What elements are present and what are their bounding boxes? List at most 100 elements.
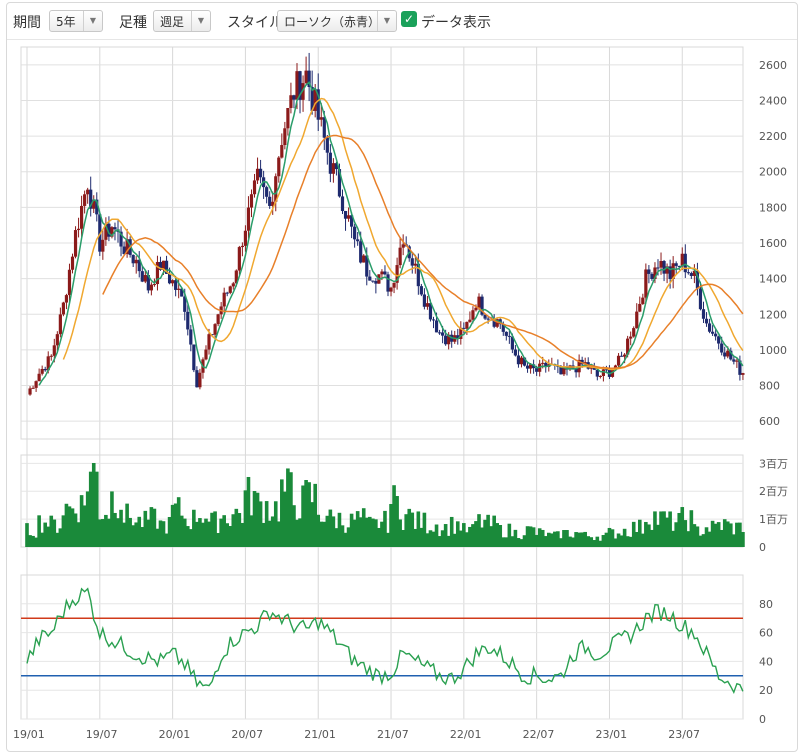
candle-up (610, 369, 615, 377)
panel-frame-2 (20, 574, 744, 720)
candle-up (64, 295, 69, 303)
volume-bar (346, 527, 351, 547)
volume-bar (625, 536, 630, 547)
volume-bar (273, 501, 278, 547)
candle-up (70, 256, 75, 270)
x-tick-label: 19/01 (13, 728, 45, 741)
volume-bar (719, 529, 724, 547)
volume-bar (301, 485, 305, 547)
candle-down (89, 189, 93, 209)
volume-bar (173, 503, 178, 547)
volume-bar (653, 511, 657, 547)
candle-up (216, 314, 220, 325)
style-select[interactable]: ローソク（赤青） ▼ (277, 10, 397, 32)
x-tick-label: 23/01 (595, 728, 627, 741)
candle-down (704, 318, 709, 324)
candle-down (723, 352, 727, 357)
candle-up (246, 207, 251, 231)
candle-up (252, 180, 257, 195)
x-tick-label: 23/07 (668, 728, 700, 741)
volume-bar (589, 537, 594, 547)
period-select[interactable]: 5年 ▼ (49, 10, 103, 32)
rsi-tick-label: 80 (759, 598, 773, 611)
volume-bar (713, 523, 718, 547)
candle-down (662, 261, 666, 274)
volume-bar (280, 479, 284, 547)
candle-down (189, 329, 193, 345)
volume-bar (25, 523, 29, 547)
candle-up (31, 387, 35, 389)
chevron-down-icon: ▼ (377, 11, 396, 31)
candle-up (277, 157, 281, 177)
candle-up (398, 247, 402, 266)
candle-down (441, 332, 445, 336)
data-display-checkbox[interactable]: ✓ (401, 11, 417, 27)
candle-down (328, 152, 332, 174)
candle-down (113, 227, 117, 230)
candle-down (146, 275, 150, 291)
volume-bar (110, 491, 114, 547)
volume-bar (364, 517, 369, 547)
candle-down (365, 255, 369, 277)
candle-down (619, 355, 624, 357)
candle-up (680, 253, 684, 267)
candle-down (183, 296, 187, 312)
volume-bar (340, 525, 345, 547)
volume-bar (431, 531, 436, 547)
candle-down (316, 89, 320, 120)
volume-bar (107, 518, 111, 547)
x-tick-label: 19/07 (86, 728, 118, 741)
candle-up (207, 334, 211, 350)
volume-bar (101, 519, 105, 547)
candle-up (46, 356, 50, 371)
volume-bar (195, 521, 199, 547)
bar-type-label: 足種 (119, 15, 147, 31)
bar-type-select[interactable]: 週足 ▼ (153, 10, 211, 32)
volume-bar (185, 526, 190, 547)
candle-up (541, 362, 545, 364)
volume-bar (410, 512, 415, 547)
candle-up (104, 223, 108, 240)
candle-down (522, 357, 527, 366)
volume-bar (471, 524, 475, 547)
candle-down (544, 362, 548, 368)
volume-bar (489, 526, 493, 547)
volume-bar (249, 515, 254, 547)
volume-bar (116, 518, 120, 547)
volume-bar (504, 537, 509, 547)
candle-down (434, 320, 439, 333)
volume-bar (331, 516, 336, 547)
volume-bar (501, 537, 506, 547)
volume-bar (668, 511, 672, 547)
price-tick-label: 2200 (759, 130, 787, 143)
volume-bar (383, 510, 387, 547)
candle-up (149, 284, 153, 291)
volume-bar (98, 519, 102, 547)
candle-down (119, 231, 123, 247)
candle-up (447, 334, 451, 345)
volume-bar (389, 504, 393, 547)
candle-down (647, 269, 651, 274)
volume-bar (76, 522, 81, 547)
candle-up (635, 311, 639, 329)
candle-up (92, 199, 96, 209)
volume-bar (170, 504, 175, 547)
volume-bar (628, 536, 633, 547)
candle-down (532, 364, 536, 369)
candle-down (592, 367, 596, 370)
volume-bar (455, 521, 460, 547)
volume-bar (580, 532, 584, 547)
candle-down (738, 360, 742, 375)
volume-bar (586, 536, 591, 547)
volume-bar (616, 533, 621, 547)
volume-bar (722, 519, 727, 547)
volume-bar (264, 501, 269, 547)
candle-up (471, 310, 475, 320)
volume-bar (292, 505, 296, 547)
candle-down (334, 163, 339, 170)
candle-down (356, 239, 360, 242)
candle-down (343, 210, 348, 219)
volume-bar (155, 528, 160, 547)
volume-bar (310, 502, 314, 547)
volume-bar (477, 514, 481, 547)
